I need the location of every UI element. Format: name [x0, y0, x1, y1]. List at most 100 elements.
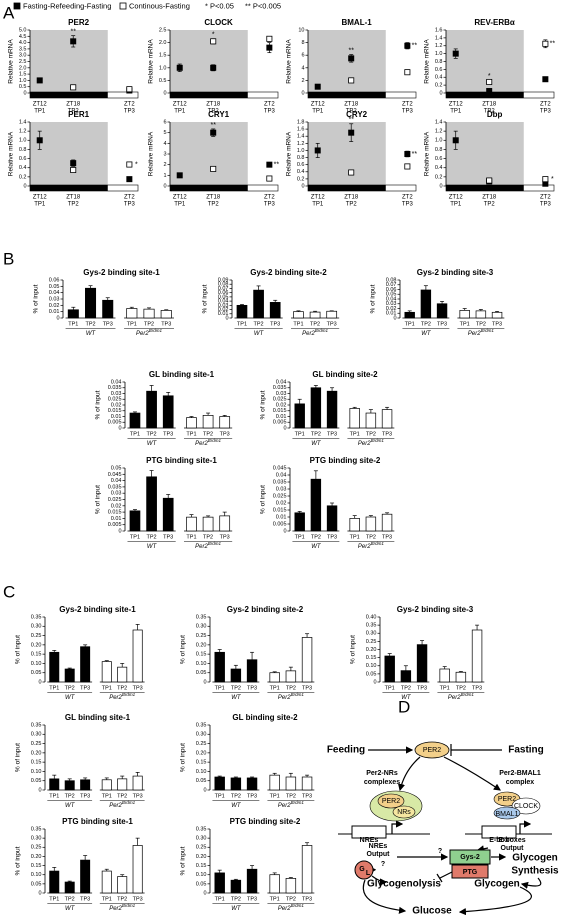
- y-tick-label: 0.8: [435, 59, 443, 65]
- x-tick-label: ZT18: [482, 195, 497, 201]
- y-tick-label: 0: [439, 90, 442, 96]
- diagram-label: NREs: [360, 837, 379, 844]
- panel-label: C: [3, 582, 15, 601]
- y-axis-title: % of input: [260, 390, 267, 419]
- group-label: WT: [86, 331, 97, 337]
- y-tick-label: 0: [38, 890, 41, 896]
- diagram-label: NREs: [369, 843, 388, 850]
- x-tick-label: TP3: [302, 896, 312, 902]
- y-tick-label: 0: [225, 315, 228, 321]
- x-tick-label: TP2: [208, 202, 220, 208]
- y-tick-label: 1.2: [435, 129, 443, 135]
- x-tick-label: TP1: [68, 321, 78, 327]
- bar: [246, 659, 258, 683]
- x-tick-label: TP2: [65, 793, 75, 799]
- y-tick-label: 0.045: [108, 472, 122, 478]
- chart-title: Gys-2 binding site-2: [227, 605, 304, 614]
- significance-mark: **: [412, 151, 418, 158]
- x-tick-label: TP1: [130, 534, 140, 540]
- y-tick-label: 0.35: [196, 826, 207, 832]
- bar: [404, 311, 415, 319]
- chart-title: PTG binding site-2: [310, 456, 381, 465]
- y-tick-label: 0.25: [31, 741, 42, 747]
- x-tick-label: TP3: [270, 321, 280, 327]
- x-tick-label: TP2: [85, 321, 95, 327]
- y-tick-label: 0.20: [196, 854, 207, 860]
- group-name: WT: [311, 441, 322, 447]
- bar: [436, 303, 448, 319]
- bar: [285, 670, 297, 683]
- x-tick-label: TP2: [65, 685, 75, 691]
- bar: [416, 644, 428, 683]
- x-tick-label: TP3: [540, 109, 552, 115]
- y-tick-label: 0.30: [31, 624, 42, 630]
- bar: [236, 304, 248, 319]
- y-tick-label: 0.35: [196, 614, 207, 620]
- bar: [269, 774, 280, 791]
- y-tick-label: 0.03: [218, 303, 229, 309]
- panel-label: D: [398, 697, 410, 716]
- bar: [246, 868, 258, 894]
- x-tick-label: TP3: [264, 109, 276, 115]
- y-tick-label: 0.01: [111, 516, 122, 522]
- y-tick-label: 0.04: [218, 299, 229, 305]
- dark-bar: [308, 92, 386, 98]
- point: [404, 163, 411, 170]
- x-tick-label: TP3: [437, 321, 447, 327]
- bar: [49, 870, 60, 894]
- y-tick-label: 1.6: [435, 27, 443, 33]
- y-tick-label: 0.05: [49, 284, 60, 290]
- bar: [101, 779, 112, 791]
- y-axis-title: Relative mRNA: [286, 39, 293, 84]
- x-tick-label: TP2: [231, 896, 241, 902]
- group-label: Per2Brdm1: [278, 692, 304, 700]
- x-tick-label: ZT12: [449, 195, 464, 201]
- bar: [294, 403, 305, 429]
- dark-phase: [30, 30, 108, 93]
- point: [542, 76, 549, 83]
- group-name: Per2: [109, 803, 122, 809]
- y-tick-label: 3.0: [19, 53, 27, 59]
- y-tick-label: 0: [283, 425, 286, 431]
- x-tick-label: TP2: [68, 109, 80, 115]
- y-tick-label: 0.07: [386, 282, 397, 288]
- significance-mark: **: [550, 41, 556, 48]
- y-tick-label: 0.10: [196, 769, 207, 775]
- bar: [219, 416, 231, 429]
- arrow: [458, 886, 533, 916]
- chart-title: CLOCK: [204, 18, 233, 27]
- x-tick-label: TP3: [220, 431, 230, 437]
- x-tick-label: ZT2: [540, 102, 551, 108]
- y-tick-label: 0.05: [196, 778, 207, 784]
- point: [126, 161, 133, 168]
- y-tick-label: 0.2: [297, 176, 305, 182]
- group-name-sup: Brdm1: [371, 541, 385, 546]
- y-tick-label: 0: [301, 183, 304, 189]
- y-tick-label: 1.0: [435, 51, 443, 57]
- group-label: WT: [401, 695, 412, 701]
- y-axis-title: % of input: [370, 284, 377, 313]
- y-tick-label: 0.01: [276, 514, 287, 520]
- group-label: Per2Brdm1: [195, 541, 221, 549]
- point: [348, 169, 355, 176]
- x-tick-label: TP2: [144, 321, 154, 327]
- bar: [80, 646, 91, 683]
- x-tick-label: TP3: [382, 431, 392, 437]
- x-tick-label: TP2: [476, 321, 486, 327]
- panel-label: A: [3, 3, 15, 22]
- x-tick-label: TP3: [327, 431, 337, 437]
- chart-title: PTG binding site-2: [230, 817, 301, 826]
- y-tick-label: 0.03: [276, 391, 287, 397]
- x-tick-label: TP2: [456, 685, 466, 691]
- bar: [129, 412, 141, 429]
- y-tick-label: 0.6: [435, 67, 443, 73]
- bar: [365, 412, 377, 429]
- y-tick-label: 0: [203, 890, 206, 896]
- dark-phase: [446, 30, 524, 93]
- x-tick-label: ZT18: [482, 102, 497, 108]
- y-tick-label: 0.15: [31, 760, 42, 766]
- bar: [381, 409, 393, 429]
- bar: [301, 637, 313, 683]
- diagram-label: NRs: [397, 809, 411, 816]
